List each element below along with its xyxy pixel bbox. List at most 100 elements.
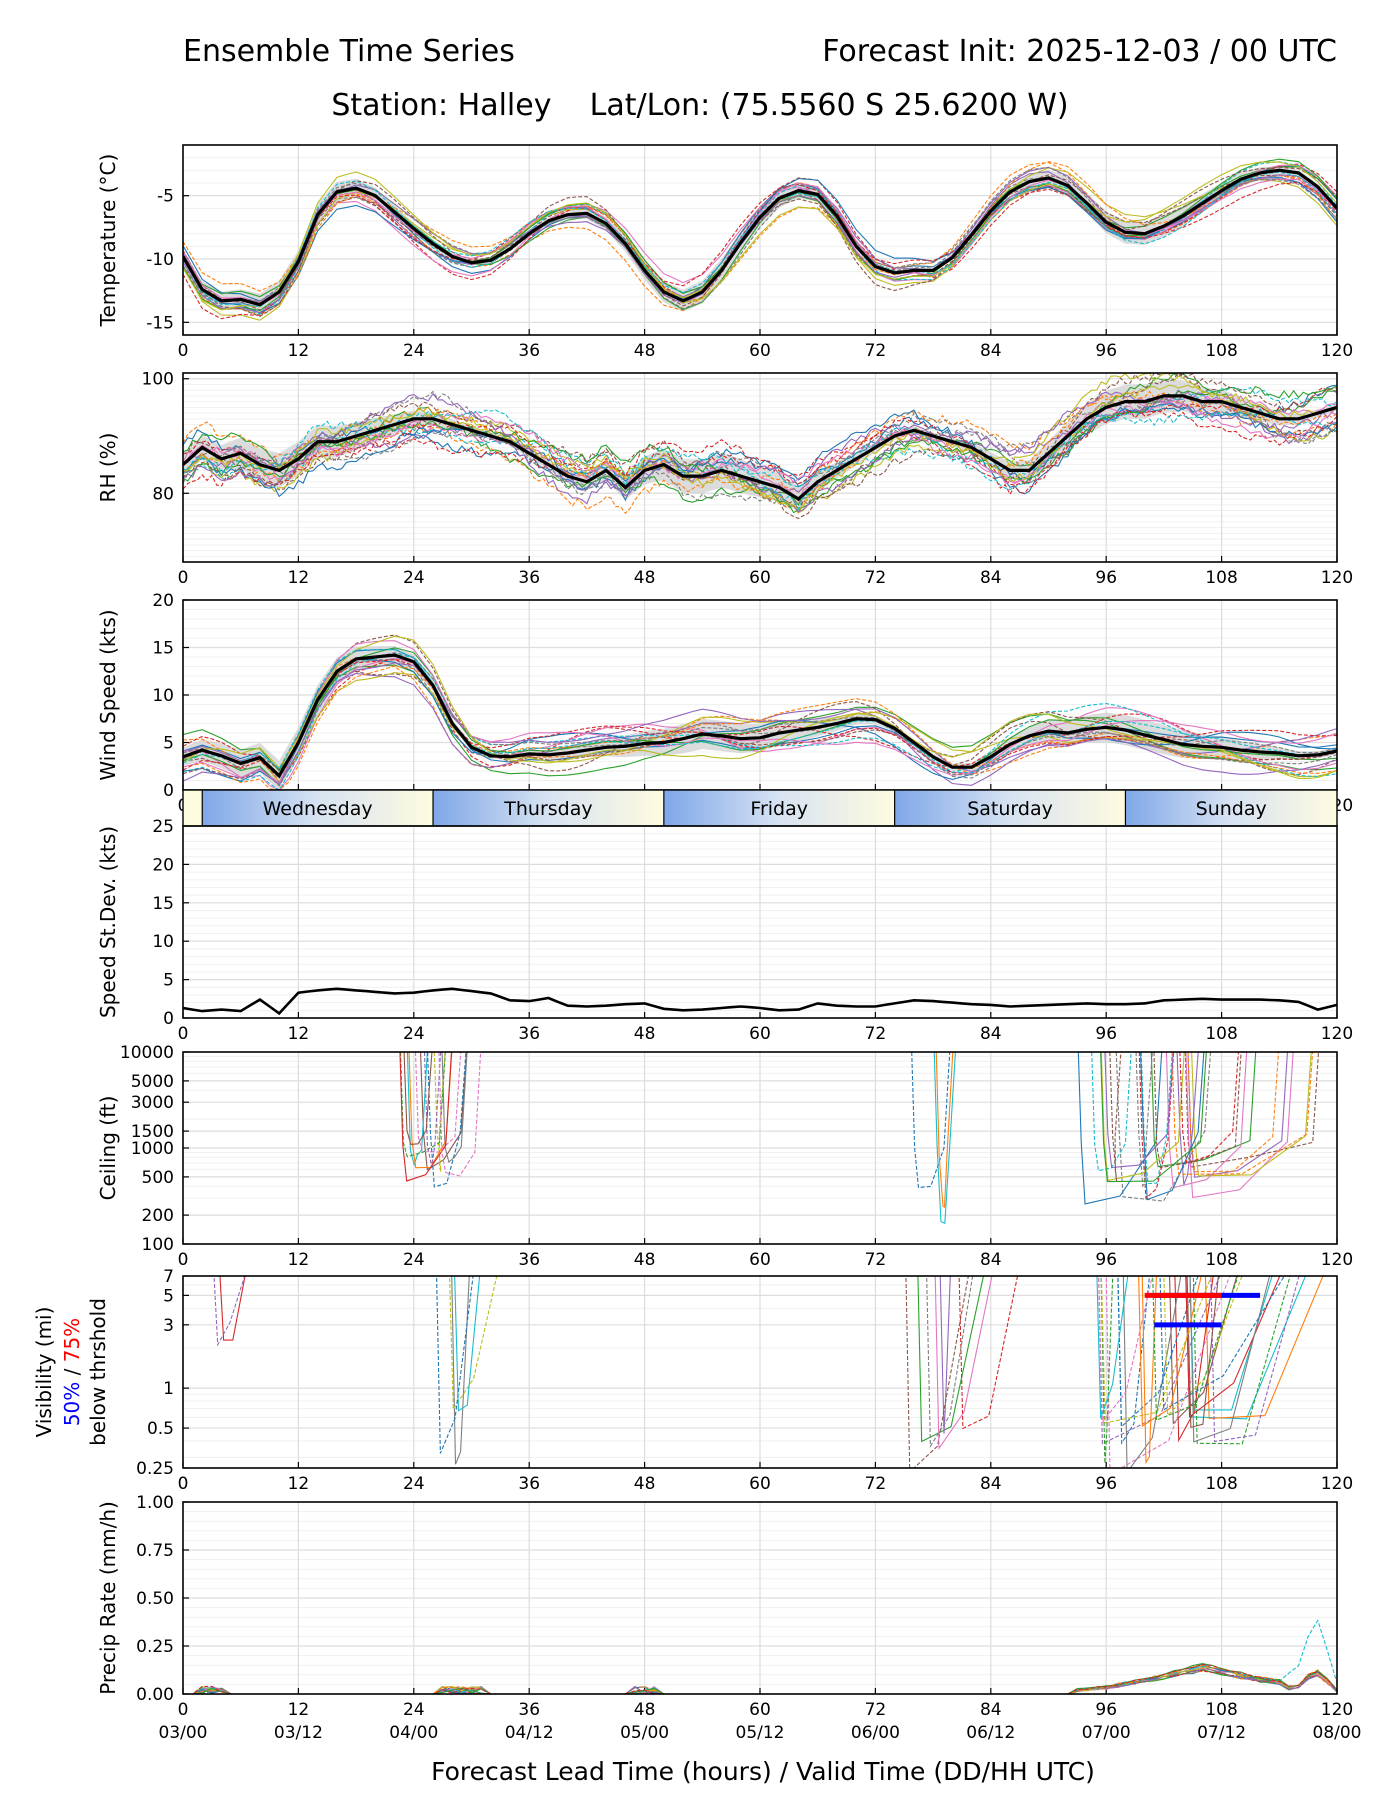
valid-time-tick-label: 03/00 [159, 1723, 208, 1743]
plot-area [399, 1052, 1320, 1225]
day-label: Sunday [1196, 798, 1267, 820]
day-band-segment [433, 790, 664, 826]
x-tick-label: 84 [980, 1474, 1002, 1494]
x-tick-label: 108 [1205, 1024, 1237, 1044]
y-tick-label: 1500 [131, 1122, 174, 1142]
ensemble-member-line [219, 1276, 246, 1341]
plot-area [183, 1619, 1337, 1694]
x-axis-label: Forecast Lead Time (hours) / Valid Time … [431, 1757, 1095, 1786]
temperature-panel: -15 -10 -5 0 12 24 36 48 60 72 84 96 108 120 Temperatu… [96, 144, 1353, 361]
x-tick-label: 48 [634, 341, 656, 361]
x-tick-label: 120 [1321, 1024, 1353, 1044]
y-axis-label: Ceiling (ft) [96, 1096, 120, 1201]
ensemble-member-line [1098, 1276, 1153, 1424]
ensemble-member-line [183, 1669, 1337, 1694]
spread-band [183, 379, 1337, 512]
x-tick-label: 12 [288, 1700, 310, 1720]
x-tick-label: 72 [865, 1024, 887, 1044]
speed-stdev-panel: 0 5 10 15 20 25 0 12 24 36 48 60 72 84 96 108 120 Speed S… [96, 817, 1353, 1044]
ensemble-member-line [183, 635, 1337, 779]
x-tick-label: 96 [1095, 1250, 1117, 1270]
ensemble-member-line [1184, 1052, 1320, 1168]
ensemble-member-line [1100, 1052, 1185, 1182]
ensemble-member-line [1109, 1052, 1122, 1182]
x-tick-label: 12 [288, 1024, 310, 1044]
y-tick-label: -10 [146, 250, 174, 270]
day-band-segment [183, 790, 203, 826]
ensemble-member-line [1159, 1276, 1285, 1411]
x-tick-label: 24 [403, 568, 425, 588]
ensemble-member-line [926, 1276, 974, 1449]
ensemble-member-line [183, 640, 1337, 784]
legend-50pct: 50% [60, 1382, 84, 1426]
x-tick-label: 48 [634, 1474, 656, 1494]
x-tick-label: 36 [518, 341, 540, 361]
valid-time-tick-label: 07/00 [1082, 1723, 1131, 1743]
ensemble-member-line [1210, 1276, 1300, 1443]
y-tick-label: 0 [163, 1009, 174, 1029]
y-tick-label: 10 [152, 686, 174, 706]
valid-time-tick-label: 04/12 [505, 1723, 554, 1743]
ensemble-member-line [183, 409, 1337, 511]
x-tick-label: 36 [518, 1474, 540, 1494]
ensemble-member-line [183, 672, 1337, 784]
x-tick-label: 84 [980, 568, 1002, 588]
y-tick-label: 200 [142, 1206, 174, 1226]
valid-time-tick-label: 06/12 [966, 1723, 1015, 1743]
x-tick-label: 108 [1205, 1474, 1237, 1494]
day-label: Saturday [967, 798, 1053, 820]
x-tick-label: 60 [749, 1700, 771, 1720]
x-tick-label: 24 [403, 341, 425, 361]
legend-75pct: 75% [60, 1318, 84, 1362]
ensemble-member-line [183, 177, 1337, 306]
x-tick-label: 72 [865, 568, 887, 588]
ensemble-member-line [183, 390, 1337, 508]
ensemble-member-line [449, 1276, 498, 1412]
ensemble-member-line [183, 1664, 1337, 1694]
ensemble-member-line [399, 1052, 453, 1182]
x-tick-label: 72 [865, 1474, 887, 1494]
day-label: Friday [750, 798, 808, 820]
x-tick-label: 84 [980, 341, 1002, 361]
x-tick-label: 0 [178, 1024, 189, 1044]
ensemble-member-line [438, 1052, 482, 1177]
ensemble-member-line [1115, 1052, 1212, 1202]
ensemble-member-line [1140, 1052, 1205, 1201]
ensemble-member-line [441, 1052, 468, 1163]
x-tick-label: 72 [865, 1700, 887, 1720]
x-tick-label: 12 [288, 1474, 310, 1494]
ensemble-member-line [934, 1276, 993, 1451]
y-tick-label: 25 [152, 817, 174, 837]
ensemble-member-line [1152, 1276, 1239, 1421]
plot-area [213, 1276, 1324, 1468]
x-tick-label: 120 [1321, 1474, 1353, 1494]
x-tick-label: 24 [403, 1250, 425, 1270]
ensemble-member-line [1150, 1052, 1257, 1168]
ensemble-member-line [183, 647, 1337, 786]
x-tick-label: 24 [403, 1474, 425, 1494]
plot-border [182, 1275, 1338, 1469]
ensemble-member-line [427, 1052, 467, 1188]
y-tick-label: 0 [163, 781, 174, 801]
x-tick-label: 12 [288, 568, 310, 588]
day-band-segment [663, 790, 895, 826]
plot-border [182, 1051, 1338, 1245]
y-tick-label: 0.5 [147, 1419, 174, 1439]
ensemble-member-line [1185, 1052, 1294, 1199]
ensemble-member-line [1140, 1052, 1173, 1185]
y-tick-label: 1000 [131, 1139, 174, 1159]
ensemble-mean-line [183, 394, 1337, 501]
threshold-legend: 50% / 75% [60, 1318, 84, 1426]
y-tick-label: 10000 [120, 1043, 174, 1063]
y-tick-label: -15 [146, 313, 174, 333]
y-tick-label: 80 [152, 484, 174, 504]
ensemble-member-line [1204, 1276, 1324, 1419]
y-axis-label: Speed St.Dev. (kts) [96, 826, 120, 1018]
plot-area [183, 373, 1337, 520]
ensemble-member-line [939, 1276, 951, 1434]
plot-border [182, 144, 1338, 336]
x-tick-label: 96 [1095, 1700, 1117, 1720]
x-tick-label: 0 [178, 341, 189, 361]
